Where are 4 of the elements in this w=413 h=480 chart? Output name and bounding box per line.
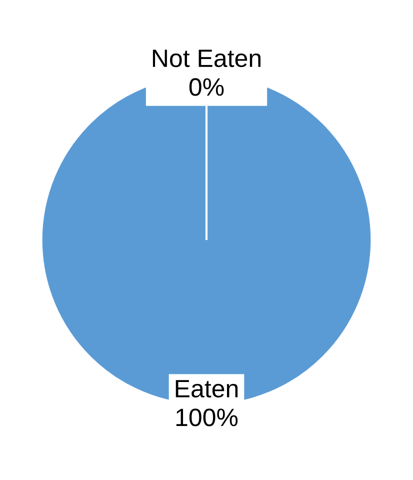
- text: 0%: [189, 78, 224, 96]
- slice-label: Eaten: [176, 380, 238, 398]
- category-label: Not Eaten: [152, 50, 260, 68]
- data-label: 100%: [176, 408, 238, 426]
